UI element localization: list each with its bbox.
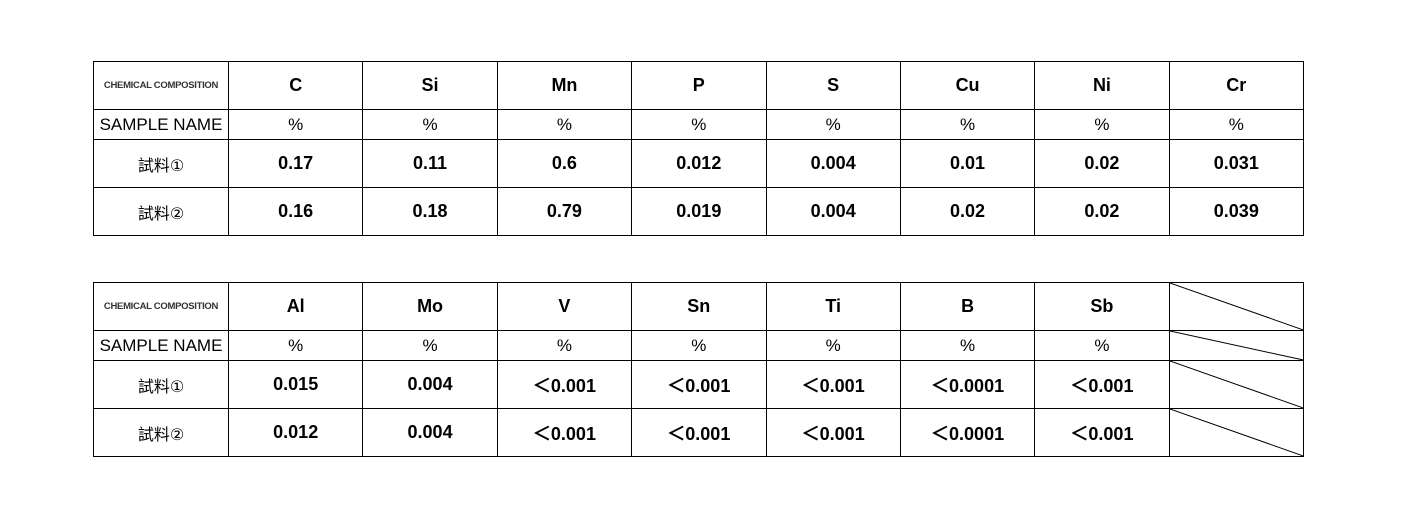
table-cell: ＜0.001 (631, 360, 767, 409)
composition-table: CHEMICAL COMPOSITION C Si Mn P S Cu Ni Cr SAMPLE … (93, 61, 1305, 236)
table-cell: % (362, 330, 498, 361)
table-cell: ＜0.001 (765, 360, 901, 409)
table-cell: % (765, 109, 901, 140)
table-cell: 試料① (93, 360, 229, 409)
table-cell: Ni (1034, 61, 1170, 110)
table-cell: 0.79 (496, 187, 633, 236)
table-cell: % (227, 109, 364, 140)
table-cell: Mn (496, 61, 633, 110)
table-cell: CHEMICAL COMPOSITION (93, 282, 229, 331)
table-cell: 試料② (93, 187, 229, 236)
table-cell: % (1034, 330, 1170, 361)
table-cell: ＜0.001 (1034, 408, 1170, 457)
table-cell: % (227, 330, 364, 361)
diagonal (1170, 361, 1303, 408)
table-cell: % (631, 330, 767, 361)
table-cell: % (765, 330, 901, 361)
composition-table: CHEMICAL COMPOSITION Al Mo V Sn Ti B Sb SAMPLE N… (93, 282, 1305, 457)
table-cell: S (765, 61, 901, 110)
table-cell: 0.004 (765, 187, 901, 236)
diagonal (1170, 331, 1303, 360)
empty-cell (1168, 282, 1305, 331)
table-cell: 0.031 (1168, 139, 1305, 188)
table-cell: CHEMICAL COMPOSITION (93, 61, 229, 110)
table-cell: ＜0.0001 (899, 408, 1036, 457)
table-cell: % (899, 109, 1036, 140)
table-cell: % (362, 109, 498, 140)
table-body: CHEMICAL COMPOSITION Al Mo V Sn Ti B Sb SAMPLE N… (93, 282, 1305, 457)
table-cell: 0.02 (1034, 139, 1170, 188)
table-cell: 0.012 (227, 408, 364, 457)
table-cell: V (496, 282, 633, 331)
table-cell: SAMPLE NAME (93, 109, 229, 140)
table-cell: % (1168, 109, 1305, 140)
data-row: 試料② 0.16 0.18 0.79 0.019 0.004 0.02 0.02 0.039 (93, 187, 1305, 236)
table-cell: ＜0.001 (496, 408, 633, 457)
table-cell: 試料② (93, 408, 229, 457)
table-cell: 0.11 (362, 139, 498, 188)
table-cell: 0.17 (227, 139, 364, 188)
table-cell: Mo (362, 282, 498, 331)
table-cell: SAMPLE NAME (93, 330, 229, 361)
diagonal (1170, 409, 1303, 456)
table-cell: 0.18 (362, 187, 498, 236)
table-cell: 0.6 (496, 139, 633, 188)
table-cell: 0.004 (362, 360, 498, 409)
table-cell: 0.02 (1034, 187, 1170, 236)
table-cell: ＜0.001 (765, 408, 901, 457)
table-cell: P (631, 61, 767, 110)
table-cell: % (1034, 109, 1170, 140)
table-cell: 0.012 (631, 139, 767, 188)
table-cell: Ti (765, 282, 901, 331)
table-cell: 0.02 (899, 187, 1036, 236)
table-cell: Sn (631, 282, 767, 331)
table-cell: % (899, 330, 1036, 361)
header-row: CHEMICAL COMPOSITION Al Mo V Sn Ti B Sb (93, 282, 1305, 331)
empty-cell (1168, 330, 1305, 361)
diagonal (1170, 283, 1303, 330)
data-row: 試料① 0.17 0.11 0.6 0.012 0.004 0.01 0.02 0.031 (93, 139, 1305, 188)
unit-row: SAMPLE NAME%%%%%%%% (93, 109, 1305, 140)
table-cell: Si (362, 61, 498, 110)
empty-cell (1168, 408, 1305, 457)
header-row: CHEMICAL COMPOSITION C Si Mn P S Cu Ni Cr (93, 61, 1305, 110)
table-cell: 0.004 (765, 139, 901, 188)
data-row: 試料② 0.012 0.004 ＜0.001 ＜0.001 ＜0.001 ＜0.0001 ＜0… (93, 408, 1305, 457)
table-cell: 0.16 (227, 187, 364, 236)
table-cell: C (227, 61, 364, 110)
table-cell: B (899, 282, 1036, 331)
table-cell: 0.019 (631, 187, 767, 236)
table-cell: 試料① (93, 139, 229, 188)
table-cell: 0.039 (1168, 187, 1305, 236)
empty-cell (1168, 360, 1305, 409)
unit-row: SAMPLE NAME%%%%%%% (93, 330, 1305, 361)
table-cell: Sb (1034, 282, 1170, 331)
table-cell: 0.01 (899, 139, 1036, 188)
table-cell: ＜0.0001 (899, 360, 1036, 409)
table-body: CHEMICAL COMPOSITION C Si Mn P S Cu Ni Cr SAMPLE … (93, 61, 1305, 236)
table-cell: % (631, 109, 767, 140)
table-cell: ＜0.001 (1034, 360, 1170, 409)
table-cell: % (496, 109, 633, 140)
table-cell: ＜0.001 (496, 360, 633, 409)
table-cell: 0.015 (227, 360, 364, 409)
data-row: 試料① 0.015 0.004 ＜0.001 ＜0.001 ＜0.001 ＜0.0001 ＜0… (93, 360, 1305, 409)
table-cell: Cr (1168, 61, 1305, 110)
table-cell: 0.004 (362, 408, 498, 457)
table-cell: Al (227, 282, 364, 331)
table-cell: % (496, 330, 633, 361)
table-cell: ＜0.001 (631, 408, 767, 457)
table-cell: Cu (899, 61, 1036, 110)
